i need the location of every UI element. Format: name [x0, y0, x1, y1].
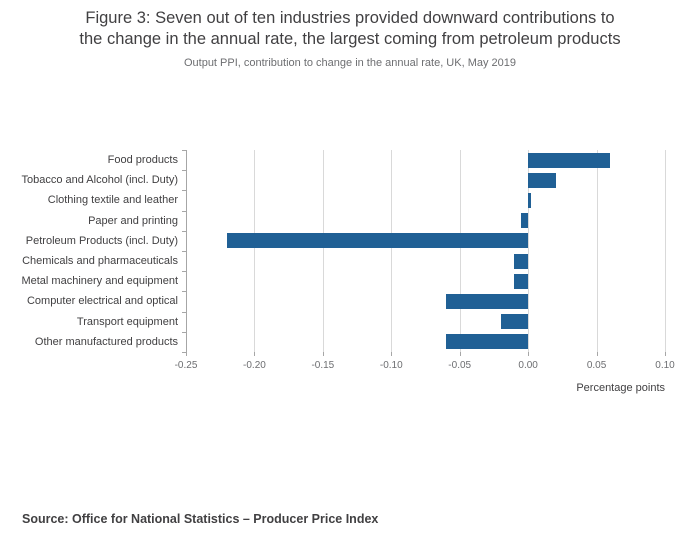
y-axis-line: [186, 150, 187, 352]
category-label: Metal machinery and equipment: [21, 275, 178, 288]
x-tick-label: -0.25: [174, 360, 198, 371]
gridline: [596, 150, 598, 352]
bar-chart: Food products Tobacco and Alcohol (incl. …: [0, 150, 675, 394]
gridline: [391, 150, 393, 352]
x-axis-tick-mark: [322, 352, 324, 356]
x-axis-label: Percentage points: [576, 382, 665, 394]
x-tick-label: 0.05: [586, 360, 607, 371]
source-note: Source: Office for National Statistics –…: [22, 512, 379, 526]
x-tick-label: -0.20: [243, 360, 266, 371]
y-axis-tick-mark: [182, 352, 186, 353]
y-axis-tick-mark: [182, 251, 186, 252]
y-axis-tick-mark: [182, 170, 186, 172]
chart-title-line-2: the change in the annual rate, the large…: [79, 30, 621, 49]
category-label: Computer electrical and optical: [26, 295, 178, 308]
gridline: [665, 150, 666, 352]
category-axis-labels: Food products Tobacco and Alcohol (incl. …: [0, 150, 186, 394]
x-axis-tick-mark: [391, 352, 393, 356]
bar-petroleum-products-incl-duty: [227, 233, 529, 249]
x-tick-label: -0.05: [448, 360, 472, 371]
chart-subtitle: Output PPI, contribution to change in th…: [183, 57, 517, 70]
y-axis-tick-mark: [182, 311, 186, 313]
bar-food-products: [528, 152, 611, 168]
category-label: Paper and printing: [88, 214, 178, 227]
bar-transport-equipment: [500, 314, 529, 330]
category-label: Transport equipment: [76, 315, 178, 328]
gridline: [322, 150, 324, 352]
x-axis-tick-mark: [596, 352, 598, 356]
category-label: Chemicals and pharmaceuticals: [22, 255, 178, 268]
bar-tobacco-and-alcohol-incl-duty: [528, 172, 556, 188]
x-tick-label: 0.00: [518, 360, 538, 371]
category-label: Petroleum Products (incl. Duty): [25, 234, 178, 247]
category-label: Clothing textile and leather: [47, 194, 178, 207]
chart-title: Figure 3: Seven out of ten industries pr…: [0, 8, 700, 50]
x-axis-tick-mark: [665, 352, 666, 356]
x-axis-tick-mark: [528, 352, 530, 356]
category-label: Food products: [107, 154, 178, 167]
y-axis-tick-mark: [182, 210, 186, 212]
bar-computer-electrical-and-optical: [446, 294, 529, 309]
x-tick-label: 0.10: [655, 360, 675, 371]
bar-metal-machinery-and-equipment: [514, 273, 529, 289]
bar-other-manufactured-products: [446, 334, 529, 350]
bar-clothing-textile-and-leather: [528, 193, 531, 208]
y-axis-tick-mark: [182, 190, 186, 192]
x-tick-label: -0.10: [379, 360, 403, 371]
x-axis-tick-mark: [254, 352, 256, 356]
bar-chemicals-and-pharmaceuticals: [514, 253, 529, 269]
plot-column: -0.25 -0.20 -0.15 -0.10 -0.05 0.00 0.05 0.10 Pe…: [175, 150, 675, 394]
category-label: Other manufactured products: [34, 335, 178, 348]
x-tick-label: -0.15: [311, 360, 335, 371]
bar-paper-and-printing: [521, 213, 529, 229]
y-axis-tick-mark: [182, 291, 186, 293]
gridline: [254, 150, 256, 352]
x-axis-tick-mark: [459, 352, 461, 356]
gridline: [459, 150, 461, 352]
chart-title-line-1: Figure 3: Seven out of ten industries pr…: [85, 9, 615, 27]
gridline: [528, 150, 530, 352]
x-axis-tick-mark: [186, 352, 187, 356]
y-axis-tick-mark: [182, 331, 186, 333]
y-axis-tick-mark: [182, 271, 186, 273]
category-label: Tobacco and Alcohol (incl. Duty): [21, 174, 178, 187]
y-axis-tick-mark: [182, 150, 186, 151]
plot-area: [182, 150, 666, 356]
x-tick-labels: -0.25 -0.20 -0.15 -0.10 -0.05 0.00 0.05 0.10: [175, 360, 675, 373]
y-axis-tick-mark: [182, 230, 186, 232]
